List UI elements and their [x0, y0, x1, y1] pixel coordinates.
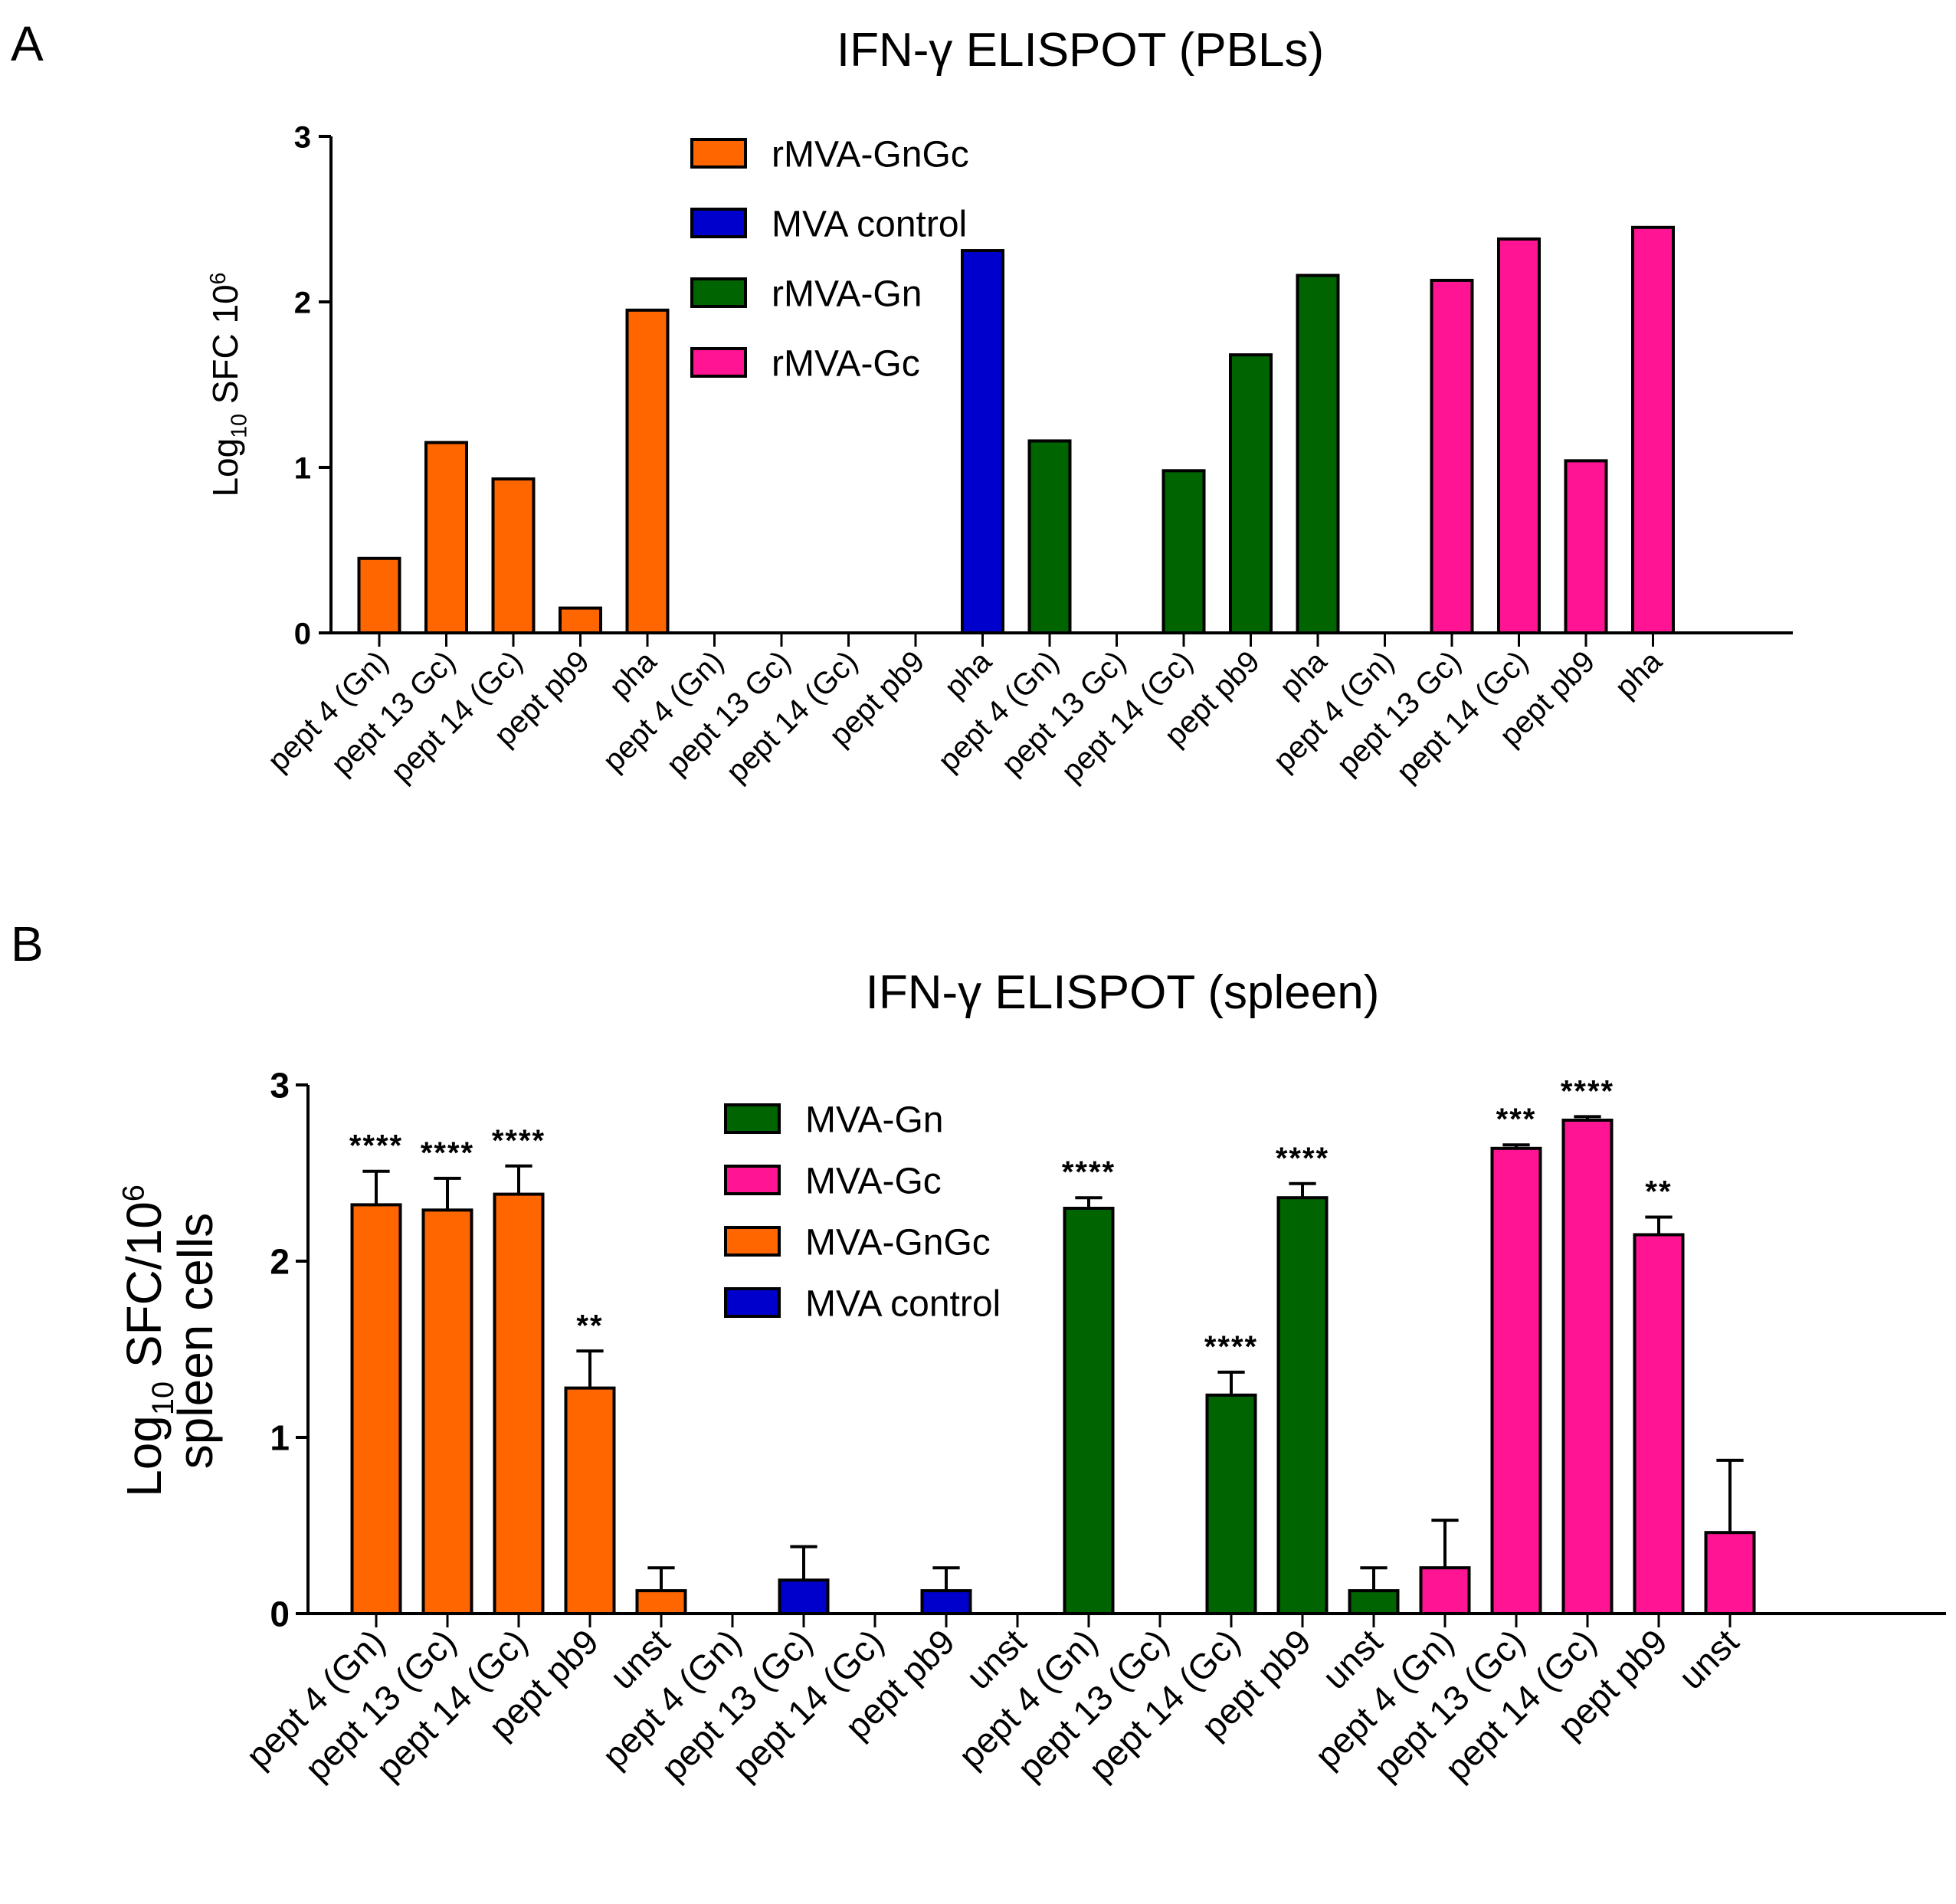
bar	[1704, 1531, 1756, 1616]
bar	[1497, 237, 1541, 635]
y-tick-label: 0	[270, 1594, 290, 1634]
y-axis-label-sub: 10	[146, 1381, 180, 1415]
bar	[1229, 353, 1273, 634]
legend-swatch	[690, 347, 747, 378]
bar	[559, 606, 602, 634]
chart-pbls: IFN-γ ELISPOT (PBLs)Log10 SFC 1060123pep…	[205, 24, 1793, 789]
y-axis-label-sup: 6	[206, 272, 231, 284]
bar	[564, 1386, 616, 1615]
legend-swatch	[690, 208, 747, 238]
y-axis-label-rest: SFC/10	[116, 1201, 172, 1381]
y-axis-label-group: Log10 SFC 106	[205, 272, 252, 496]
legend-label: rMVA-GnGc	[772, 134, 969, 175]
bar	[1430, 278, 1474, 634]
legend-label: MVA control	[805, 1283, 1001, 1324]
legend-label: MVA control	[772, 204, 967, 244]
y-axis-label-rest: SFC 10	[205, 284, 245, 414]
bar	[1063, 1207, 1115, 1615]
significance-label: ****	[492, 1124, 546, 1158]
bar	[1027, 439, 1072, 634]
bar	[357, 556, 401, 634]
legend-swatch	[690, 277, 747, 308]
legend-label: MVA-Gn	[805, 1099, 943, 1140]
y-axis-label-main: Log	[205, 438, 245, 497]
chart-title: IFN-γ ELISPOT (spleen)	[866, 966, 1380, 1019]
bar	[920, 1589, 972, 1615]
bar	[491, 477, 536, 634]
significance-label: ****	[349, 1129, 403, 1163]
y-tick-label: 1	[270, 1418, 290, 1458]
bar	[1564, 459, 1608, 634]
legend-label: rMVA-Gc	[772, 343, 920, 384]
x-category-label: unst	[1671, 1621, 1746, 1696]
significance-label: ****	[1204, 1330, 1258, 1364]
bar	[493, 1192, 545, 1616]
legend-label: MVA-Gc	[805, 1161, 942, 1201]
y-axis-label-line2: spleen cells	[168, 1213, 223, 1469]
legend-swatch	[690, 138, 747, 169]
significance-label: **	[576, 1309, 603, 1342]
legend-swatch	[724, 1287, 781, 1318]
y-axis-label-main: Log	[116, 1415, 172, 1497]
bar	[424, 441, 468, 634]
y-tick-label: 2	[270, 1242, 290, 1282]
legend-label: rMVA-Gn	[772, 274, 922, 314]
y-axis-label: Log10 SFC 106	[205, 272, 252, 496]
bar	[961, 249, 1004, 634]
bar	[350, 1203, 402, 1615]
bar	[421, 1208, 473, 1615]
chart-spleen: IFN-γ ELISPOT (spleen)Log10 SFC/106splee…	[116, 966, 1946, 1788]
y-tick-label: 3	[270, 1066, 290, 1106]
bar	[1631, 225, 1675, 634]
bar	[1161, 469, 1206, 634]
bar	[1633, 1233, 1685, 1615]
y-tick-label: 2	[294, 286, 311, 320]
bar	[1561, 1119, 1614, 1615]
significance-label: ****	[1561, 1074, 1614, 1108]
bar	[1490, 1146, 1542, 1615]
bar	[1205, 1393, 1257, 1615]
bar	[1296, 274, 1340, 634]
x-category-label: pha	[1609, 644, 1669, 705]
bar	[1419, 1566, 1471, 1616]
bar	[1348, 1589, 1400, 1615]
legend-swatch	[724, 1226, 781, 1257]
chart-title: IFN-γ ELISPOT (PBLs)	[837, 24, 1324, 77]
bar	[625, 308, 670, 634]
significance-label: **	[1645, 1175, 1672, 1209]
significance-label: ****	[421, 1136, 474, 1170]
legend-swatch	[724, 1165, 781, 1195]
y-tick-label: 0	[294, 617, 311, 651]
bar	[1276, 1196, 1329, 1615]
bar	[778, 1578, 830, 1615]
legend-label: MVA-GnGc	[805, 1222, 991, 1263]
significance-label: ***	[1496, 1103, 1537, 1136]
legend-swatch	[724, 1103, 781, 1134]
y-tick-label: 1	[294, 451, 311, 485]
bar	[635, 1589, 687, 1615]
y-tick-label: 3	[294, 120, 311, 154]
significance-label: ****	[1062, 1155, 1116, 1189]
significance-label: ****	[1276, 1142, 1329, 1175]
panel-b-label: B	[11, 916, 44, 972]
y-axis-label-sup: 6	[117, 1185, 151, 1201]
panel-a-label: A	[11, 16, 44, 71]
y-axis-label: Log10 SFC/106	[116, 1185, 180, 1497]
y-axis-label-sub: 10	[228, 414, 252, 438]
